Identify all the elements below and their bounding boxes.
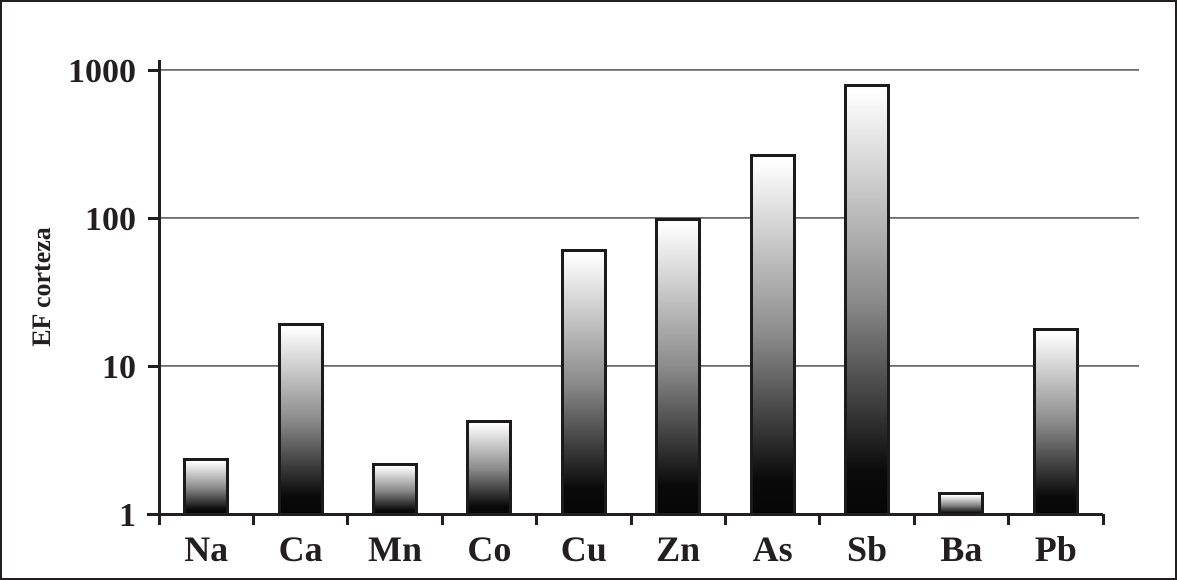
bar-Ca (277, 323, 324, 515)
x-category-label-Ca: Ca (278, 529, 323, 569)
bar-Cu (560, 248, 607, 515)
x-axis-tick-1 (251, 514, 255, 525)
x-axis-tick-6 (723, 514, 727, 525)
x-category-label-As: As (752, 529, 793, 569)
x-axis-tick-0 (157, 514, 161, 525)
x-axis-tick-9 (1007, 514, 1011, 525)
bar-Na (183, 457, 230, 515)
x-axis-tick-4 (535, 514, 539, 525)
y-axis-tick-10 (148, 364, 160, 368)
x-axis-tick-5 (629, 514, 633, 525)
x-category-label-Zn: Zn (656, 529, 701, 569)
x-category-label-Ba: Ba (940, 529, 983, 569)
y-axis-line (157, 60, 161, 517)
x-axis-tick-2 (346, 514, 350, 525)
x-axis-tick-10 (1101, 514, 1105, 525)
x-axis-tick-7 (818, 514, 822, 525)
bar-As (749, 154, 796, 515)
x-category-label-Pb: Pb (1034, 529, 1077, 569)
bar-Sb (844, 84, 890, 515)
x-category-label-Mn: Mn (368, 529, 422, 569)
bar-Mn (372, 463, 418, 515)
x-category-label-Sb: Sb (846, 529, 888, 569)
y-tick-label-1: 1 (119, 497, 136, 534)
bar-Pb (1032, 328, 1079, 515)
x-category-label-Co: Co (467, 529, 512, 569)
bar-Zn (655, 218, 702, 515)
y-tick-label-1000: 1000 (68, 53, 136, 90)
y-tick-label-10: 10 (102, 349, 136, 386)
gridline-100 (159, 217, 1139, 219)
x-axis-baseline (147, 512, 1103, 516)
bar-Co (466, 420, 513, 515)
y-axis-title: EF corteza (27, 227, 56, 347)
x-category-label-Cu: Cu (560, 529, 607, 569)
gridline-10 (159, 365, 1139, 367)
y-axis-tick-1000 (148, 68, 160, 72)
x-axis-tick-3 (440, 514, 444, 525)
gridline-1000 (159, 69, 1139, 71)
y-tick-label-100: 100 (85, 201, 136, 238)
bar-Ba (938, 492, 985, 515)
y-axis-tick-100 (148, 216, 160, 220)
x-category-label-Na: Na (184, 529, 229, 569)
x-axis-tick-8 (912, 514, 916, 525)
